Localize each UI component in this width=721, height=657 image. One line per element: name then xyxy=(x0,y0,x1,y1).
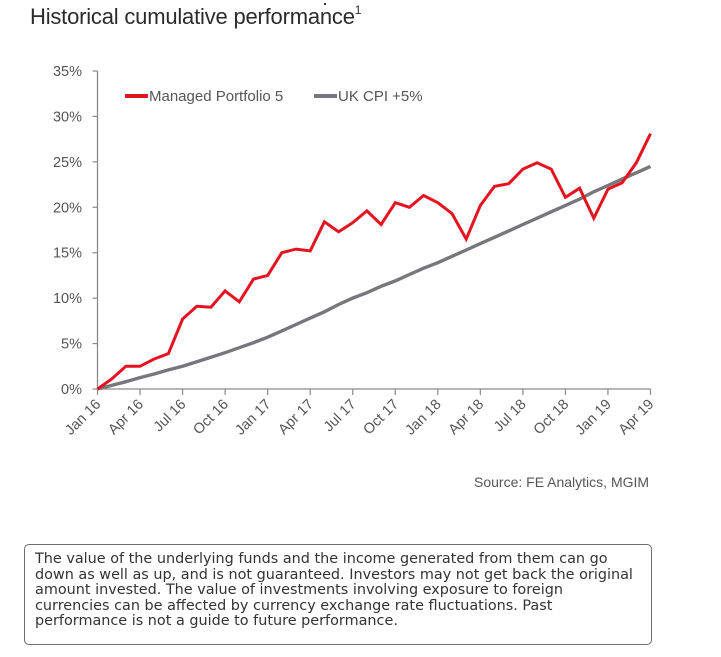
y-axis: 0% 5% 10% 15% 20% 25% 30% 35% xyxy=(53,64,99,398)
x-tick-label: Jan 19 xyxy=(573,397,615,439)
legend-label-portfolio: Managed Portfolio 5 xyxy=(149,88,283,105)
x-tick-label: Apr 16 xyxy=(105,397,147,439)
y-tick-label: 0% xyxy=(61,382,82,398)
x-tick-label: Jul 17 xyxy=(321,397,360,436)
y-tick-label: 20% xyxy=(53,200,82,216)
title-footnote-marker: 1 xyxy=(354,2,362,17)
chart-title: Historical cumulative performance1 xyxy=(30,4,361,30)
x-tick-label: Oct 16 xyxy=(190,397,232,439)
x-tick-label: Jul 16 xyxy=(151,397,190,436)
series-line-portfolio xyxy=(96,133,652,391)
legend-label-benchmark: UK CPI +5% xyxy=(338,88,423,105)
x-axis: Jan 16 Apr 16 Jul 16 Oct 16 Jan 17 Apr 17 Jul … xyxy=(62,388,658,439)
y-tick-label: 15% xyxy=(53,246,82,262)
y-tick-label: 25% xyxy=(53,155,82,171)
x-tick-label: Jan 18 xyxy=(403,397,445,439)
disclaimer-box: The value of the underlying funds and th… xyxy=(24,544,652,645)
x-tick-label: Apr 17 xyxy=(275,397,317,439)
x-tick-label: Oct 18 xyxy=(531,397,573,439)
y-tick-label: 35% xyxy=(53,64,82,80)
series-layer xyxy=(96,133,652,391)
chart-title-text: Historical cumulative performance xyxy=(30,4,355,29)
legend: Managed Portfolio 5 UK CPI +5% xyxy=(125,88,423,105)
x-tick-label: Jan 17 xyxy=(232,397,274,439)
y-tick-label: 10% xyxy=(53,291,82,307)
x-tick-label: Jan 16 xyxy=(62,397,104,439)
y-tick-label: 5% xyxy=(61,337,82,353)
x-tick-label: Apr 19 xyxy=(616,397,658,439)
disclaimer-text: The value of the underlying funds and th… xyxy=(35,551,633,629)
x-tick-label: Apr 18 xyxy=(446,397,488,439)
performance-chart: 0%5%10%15%20%25%30%35% Jan 16 Apr 16 Jul 1… xyxy=(53,64,658,439)
source-note: Source: FE Analytics, MGIM xyxy=(474,474,650,490)
x-tick-label: Oct 17 xyxy=(361,397,403,439)
x-tick-label: Jul 18 xyxy=(491,397,530,436)
series-line-benchmark xyxy=(97,164,652,391)
y-tick-label: 30% xyxy=(53,109,82,125)
stray-dot xyxy=(324,3,326,5)
